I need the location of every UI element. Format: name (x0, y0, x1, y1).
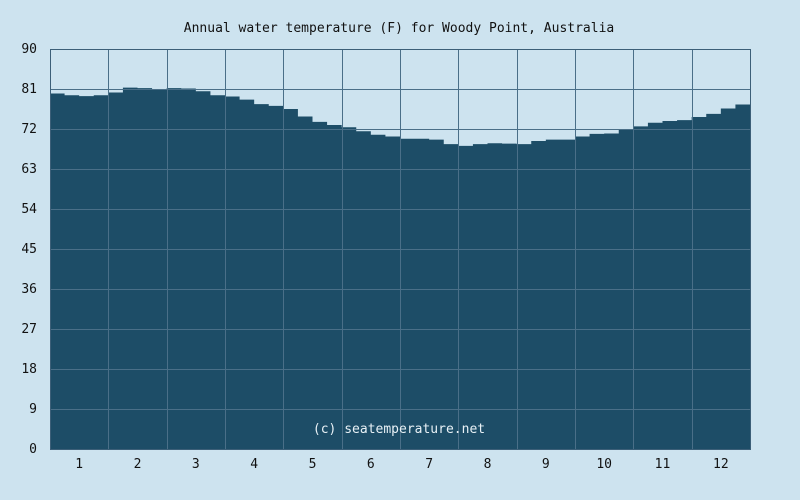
x-tick-label: 6 (367, 457, 375, 472)
x-tick-label: 10 (596, 457, 612, 472)
x-tick-label: 1 (75, 457, 83, 472)
x-tick-label: 7 (425, 457, 433, 472)
x-tick-label: 9 (542, 457, 550, 472)
x-tick-label: 8 (484, 457, 492, 472)
watermark: (c) seatemperature.net (313, 422, 485, 437)
x-axis-ticks: 1 2 3 4 5 6 7 8 9 10 11 12 (75, 457, 728, 472)
plot-frame (50, 49, 751, 450)
y-tick-label: 54 (21, 202, 37, 217)
chart-title: Annual water temperature (F) for Woody P… (184, 21, 614, 36)
y-tick-label: 36 (21, 282, 37, 297)
y-tick-label: 81 (21, 82, 37, 97)
y-tick-label: 63 (21, 162, 37, 177)
x-tick-label: 11 (655, 457, 671, 472)
y-tick-label: 45 (21, 242, 37, 257)
y-axis-ticks: 0 9 18 27 36 45 54 63 72 81 90 (21, 42, 37, 457)
y-tick-label: 72 (21, 122, 37, 137)
x-tick-label: 3 (192, 457, 200, 472)
y-tick-label: 27 (21, 322, 37, 337)
y-tick-label: 18 (21, 362, 37, 377)
x-tick-label: 4 (250, 457, 258, 472)
x-tick-label: 5 (309, 457, 317, 472)
x-tick-label: 2 (134, 457, 142, 472)
y-tick-label: 9 (29, 402, 37, 417)
y-tick-label: 90 (21, 42, 37, 57)
x-tick-label: 12 (713, 457, 729, 472)
y-tick-label: 0 (29, 442, 37, 457)
